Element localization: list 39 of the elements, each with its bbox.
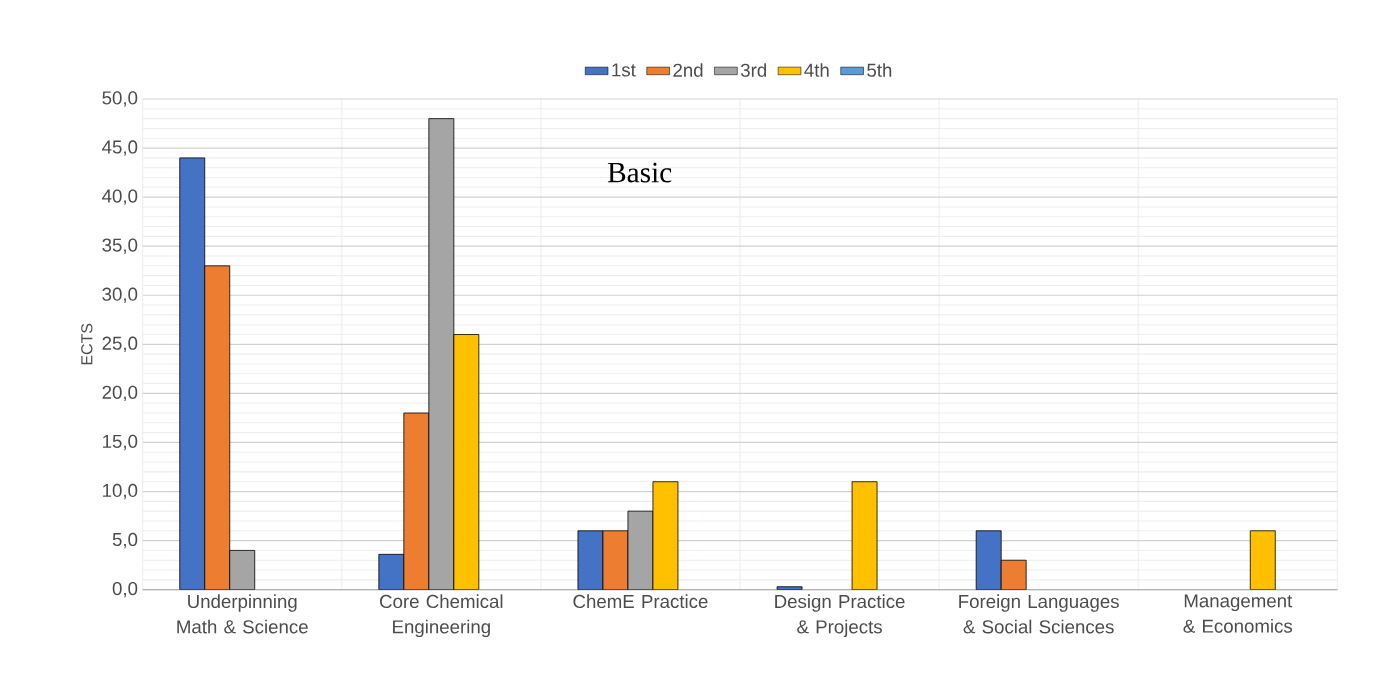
bar: [378, 553, 405, 590]
y-tick-label: 30,0: [102, 287, 138, 303]
x-tick-label: Management & Economics: [1183, 594, 1293, 633]
x-tick-label: Design Practice & Projects: [775, 594, 905, 638]
legend-label: 3rd: [740, 63, 767, 77]
y-tick-label: 15,0: [103, 434, 138, 451]
y-tick-label: 45,0: [102, 140, 138, 156]
bar: [975, 530, 1002, 590]
bar: [1000, 559, 1027, 590]
x-tick-label: Foreign Languages & Social Sciences: [959, 594, 1119, 634]
x-tick-label: ChemE Practice: [573, 594, 708, 609]
bar: [453, 334, 480, 590]
bar: [577, 530, 604, 590]
y-tick-label: 40,0: [102, 189, 138, 205]
bar: [428, 118, 455, 590]
y-tick-label: 10,0: [103, 483, 138, 500]
y-tick-label: 25,0: [102, 336, 138, 353]
bar: [229, 550, 256, 590]
annotation: Basic: [607, 162, 672, 183]
legend-label: 4th: [804, 63, 829, 77]
legend-label: 5th: [867, 63, 892, 77]
legend-label: 2nd: [673, 63, 703, 77]
x-tick-label: Underpinning Math & Science: [177, 594, 308, 634]
y-tick-label: 0,0: [112, 581, 138, 598]
bar: [179, 157, 206, 590]
bar: [652, 481, 679, 590]
y-tick-label: 35,0: [102, 238, 138, 254]
bar: [403, 412, 430, 590]
bar: [602, 530, 629, 590]
bar: [204, 265, 231, 590]
bar: [1249, 530, 1276, 590]
x-tick-label: Core Chemical Engineering: [380, 594, 503, 638]
y-tick-label: 5,0: [112, 532, 138, 549]
legend-label: 1st: [612, 63, 636, 77]
bar: [851, 481, 878, 590]
y-axis-title: ECTS: [81, 323, 93, 365]
y-tick-label: 50,0: [102, 91, 138, 107]
bar: [627, 510, 654, 590]
y-tick-label: 20,0: [102, 385, 138, 402]
